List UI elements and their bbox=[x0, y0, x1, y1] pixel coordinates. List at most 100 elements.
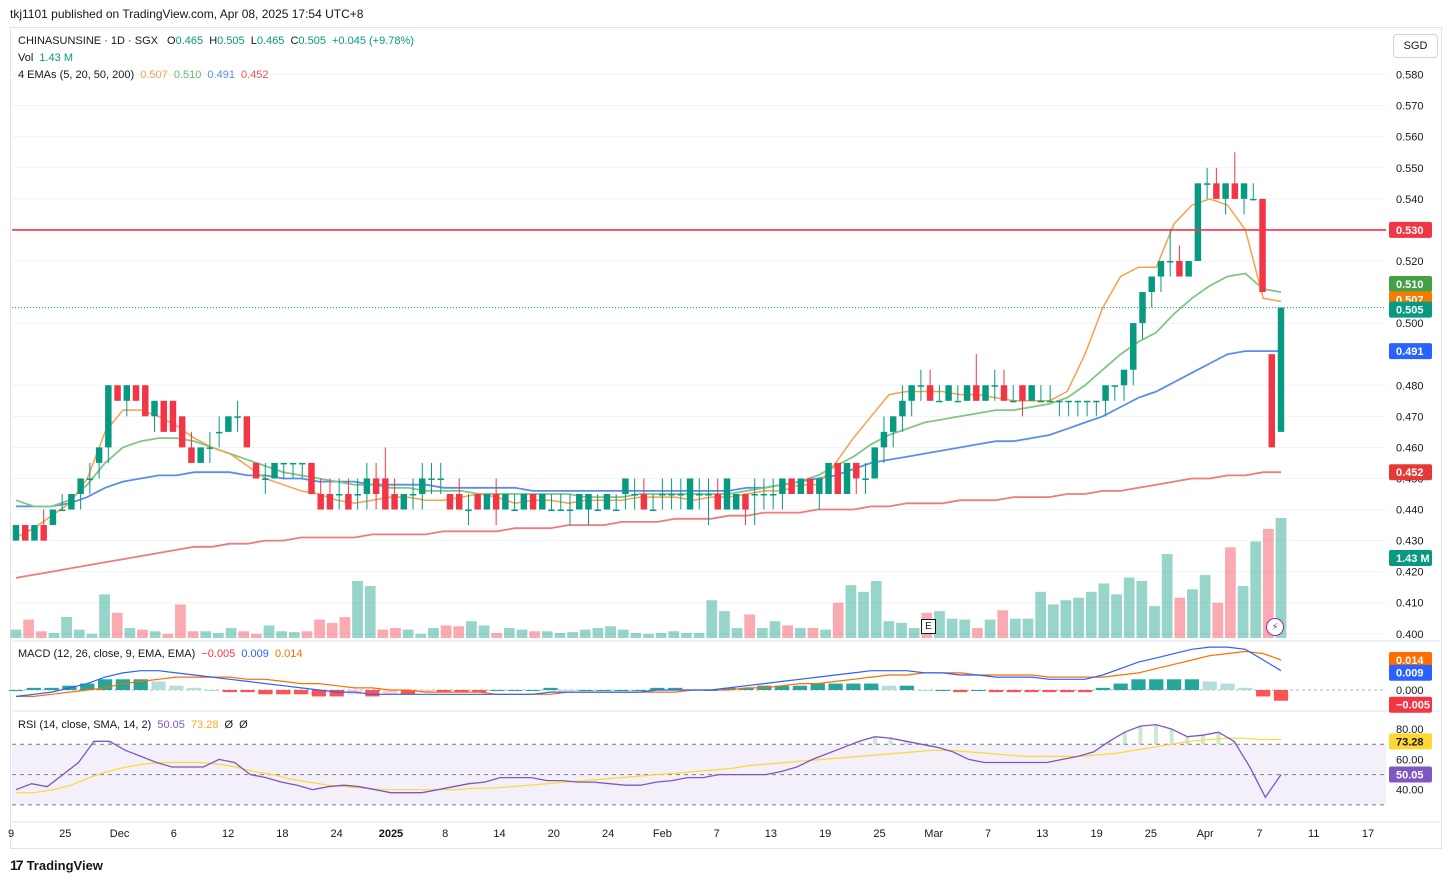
volume-bar bbox=[238, 631, 250, 638]
macd-legend: MACD (12, 26, close, 9, EMA, EMA) −0.005… bbox=[18, 648, 305, 660]
candle-body bbox=[1102, 385, 1109, 401]
candle bbox=[400, 493, 408, 510]
candle bbox=[280, 462, 288, 479]
tradingview-logo[interactable]: 17 TradingView bbox=[10, 857, 103, 873]
candle-body bbox=[834, 462, 842, 494]
rsi-overbought-fill bbox=[92, 724, 1237, 745]
candle-body bbox=[123, 385, 131, 401]
candle-body bbox=[1268, 354, 1275, 448]
candle-body bbox=[308, 462, 315, 494]
volume-legend: Vol 1.43 M bbox=[18, 52, 76, 64]
volume-bar bbox=[61, 617, 72, 638]
candle bbox=[612, 493, 620, 512]
candle bbox=[991, 369, 998, 401]
volume-bar bbox=[567, 632, 578, 638]
volume-bar bbox=[592, 627, 604, 638]
candle bbox=[335, 478, 343, 510]
volume-bar bbox=[807, 627, 819, 638]
volume-bar bbox=[1250, 541, 1262, 638]
candle-body bbox=[945, 385, 952, 401]
candle bbox=[899, 385, 906, 432]
price-tick-label: 0.400 bbox=[1396, 629, 1424, 641]
candle-body bbox=[1194, 183, 1202, 261]
candle-body bbox=[400, 493, 408, 510]
candle-body bbox=[1009, 400, 1017, 403]
price-tick-label: 0.420 bbox=[1396, 567, 1424, 579]
volume-bar bbox=[503, 627, 515, 638]
candle-body bbox=[1074, 400, 1082, 403]
candle bbox=[853, 462, 860, 494]
earnings-badge[interactable]: E bbox=[921, 619, 936, 634]
candle bbox=[22, 525, 29, 541]
macd-pane bbox=[8, 646, 1386, 701]
candle-body bbox=[889, 416, 897, 432]
volume-bar bbox=[744, 614, 756, 638]
candle-body bbox=[511, 509, 518, 512]
macd-histogram-bar bbox=[1256, 690, 1271, 697]
price-tick-label: 0.440 bbox=[1396, 505, 1424, 517]
candle bbox=[1056, 400, 1063, 417]
volume-bar bbox=[491, 632, 503, 638]
candle-body bbox=[105, 385, 112, 448]
candle bbox=[1176, 245, 1183, 277]
currency-button[interactable]: SGD bbox=[1393, 34, 1438, 58]
macd-histogram-bar bbox=[222, 690, 237, 693]
lightning-icon[interactable]: ⚡ bbox=[1266, 618, 1284, 636]
volume-bar bbox=[1047, 604, 1059, 638]
candle-body bbox=[151, 400, 158, 417]
volume-bar bbox=[1009, 618, 1021, 638]
candle bbox=[1268, 354, 1275, 448]
rsi-badge: 50.05 bbox=[1396, 769, 1424, 781]
time-tick-label: 25 bbox=[59, 828, 71, 840]
candle bbox=[1037, 385, 1045, 403]
candle-body bbox=[880, 431, 888, 448]
candle-body bbox=[1046, 400, 1054, 403]
volume-bar bbox=[820, 629, 831, 638]
volume-bar bbox=[1149, 606, 1160, 638]
candle bbox=[1000, 369, 1008, 401]
candle-body bbox=[1148, 276, 1155, 293]
candle bbox=[585, 493, 592, 526]
price-tick-label: 0.550 bbox=[1396, 163, 1424, 175]
volume-bar bbox=[1161, 554, 1173, 638]
candle-body bbox=[732, 493, 740, 510]
candle bbox=[686, 478, 694, 510]
candle bbox=[142, 385, 149, 417]
volume-bar bbox=[124, 627, 136, 638]
macd-histogram-bar bbox=[543, 687, 558, 690]
macd-histogram-bar bbox=[614, 690, 629, 691]
candle bbox=[1065, 400, 1072, 417]
candle bbox=[640, 478, 648, 510]
macd-zero-label: 0.000 bbox=[1396, 685, 1424, 697]
candle bbox=[317, 478, 324, 510]
candle-body bbox=[363, 478, 371, 494]
macd-histogram-bar bbox=[204, 690, 220, 691]
candle bbox=[1222, 183, 1229, 215]
rsi-label: RSI (14, close, SMA, 14, 2) bbox=[18, 719, 152, 731]
price-tick-label: 0.460 bbox=[1396, 442, 1424, 454]
candle bbox=[31, 525, 38, 541]
macd-histogram-bar bbox=[596, 690, 612, 691]
time-tick-label: Apr bbox=[1197, 828, 1214, 840]
candle-body bbox=[77, 478, 84, 494]
candle-body bbox=[769, 493, 777, 496]
candle bbox=[49, 509, 57, 526]
candle-body bbox=[1083, 400, 1091, 403]
ema50-badge-bg bbox=[1389, 343, 1432, 360]
macd-histogram-bar bbox=[400, 690, 416, 695]
ema50-value: 0.491 bbox=[207, 69, 235, 81]
candle-body bbox=[1277, 307, 1285, 432]
volume-bar bbox=[832, 602, 844, 638]
time-tick-label: 17 bbox=[1362, 828, 1374, 840]
candle bbox=[954, 385, 962, 403]
volume-bar bbox=[1035, 591, 1047, 638]
candle bbox=[1166, 229, 1174, 277]
volume-bar bbox=[48, 632, 60, 638]
ema5-line bbox=[15, 198, 1282, 539]
rsi-ma-badge-bg bbox=[1389, 733, 1432, 750]
candle bbox=[917, 369, 925, 401]
volume-bar bbox=[213, 632, 224, 638]
volume-bar bbox=[681, 632, 692, 638]
candle bbox=[1240, 183, 1248, 215]
